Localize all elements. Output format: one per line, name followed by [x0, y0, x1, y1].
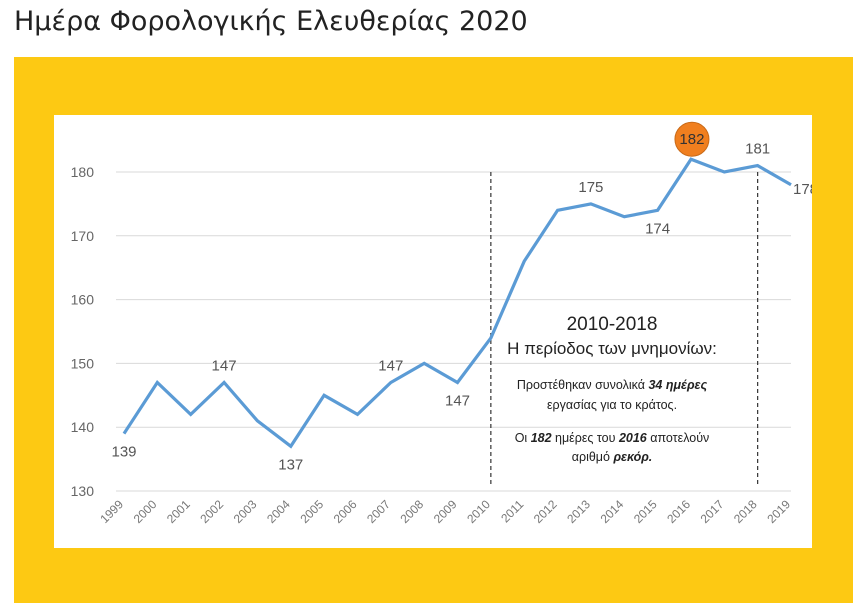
x-tick-label: 2006: [331, 497, 360, 526]
x-tick-label: 2016: [664, 497, 693, 526]
y-tick-label: 130: [71, 483, 95, 499]
y-tick-label: 160: [71, 292, 95, 308]
x-tick-label: 2014: [598, 497, 627, 526]
data-label: 139: [111, 444, 136, 461]
y-tick-label: 180: [71, 164, 95, 180]
x-tick-label: 2000: [131, 497, 160, 526]
x-tick-label: 2012: [531, 497, 560, 526]
data-label: 178: [793, 181, 812, 198]
x-tick-label: 1999: [97, 497, 126, 526]
x-tick-label: 2015: [631, 497, 660, 526]
x-tick-label: 2010: [464, 497, 493, 526]
y-tick-label: 140: [71, 419, 95, 435]
x-axis: 1999 2000 2001 2002 2003 2004 2005 2006 2007 2008…: [97, 497, 793, 526]
x-tick-label: 2019: [764, 497, 793, 526]
x-tick-label: 2017: [698, 497, 727, 526]
data-label: 147: [212, 358, 237, 375]
x-tick-label: 2002: [197, 497, 226, 526]
x-tick-label: 2011: [498, 497, 526, 525]
x-tick-label: 2008: [397, 497, 426, 526]
data-label: 182: [679, 131, 704, 148]
data-label: 147: [445, 393, 470, 410]
y-tick-label: 150: [71, 355, 95, 371]
grid-lines: [116, 171, 791, 492]
x-tick-label: 2004: [264, 497, 293, 526]
annotation-subtitle: Η περίοδος των μνημονίων:: [507, 339, 717, 358]
annotation-paragraph-2-line-1: Οι 182 ημέρες του 2016 αποτελούν: [515, 431, 710, 445]
data-label: 181: [745, 141, 770, 158]
data-labels: 139 147 137 147 147 175 174 182 181 178: [111, 121, 812, 473]
x-tick-label: 2009: [431, 497, 460, 526]
annotation-paragraph-2-line-2: αριθμό ρεκόρ.: [572, 450, 653, 464]
chart-card: 130 140 150 160 170 180 1999 2000 2001 2002 2003 2…: [54, 115, 812, 548]
annotation-title: 2010-2018: [567, 314, 658, 335]
reference-lines: [490, 172, 759, 487]
x-tick-label: 2001: [164, 497, 193, 526]
annotation-box: 2010-2018 Η περίοδος των μνημονίων: Προσ…: [507, 314, 717, 464]
data-label: 147: [378, 358, 403, 375]
x-tick-label: 2018: [731, 497, 760, 526]
y-axis: 130 140 150 160 170 180: [71, 164, 95, 499]
x-tick-label: 2005: [297, 497, 326, 526]
x-tick-label: 2003: [231, 497, 260, 526]
y-tick-label: 170: [71, 228, 95, 244]
data-label: 137: [278, 456, 303, 473]
data-label: 175: [578, 179, 603, 196]
data-label: 174: [645, 220, 670, 237]
x-tick-label: 2007: [364, 497, 393, 526]
series-line-path: [122, 157, 792, 449]
annotation-paragraph-1-line-2: εργασίας για το κράτος.: [547, 398, 677, 412]
annotation-paragraph-1-line-1: Προστέθηκαν συνολικά 34 ημέρες: [517, 378, 708, 392]
highlight-marker: [674, 121, 710, 157]
series-line: [122, 157, 792, 449]
page-title: Ημέρα Φορολογικής Ελευθερίας 2020: [14, 6, 528, 37]
x-tick-label: 2013: [564, 497, 593, 526]
